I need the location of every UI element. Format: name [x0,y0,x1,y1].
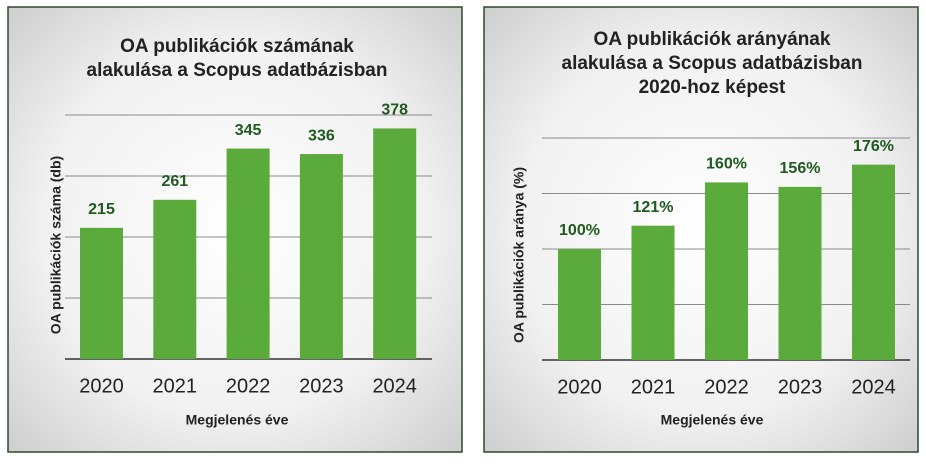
y-axis-label: OA publikációk aránya (%) [511,167,527,343]
x-tick-label: 2022 [704,376,749,398]
bar [705,182,748,360]
x-tick-label: 2021 [631,376,676,398]
bar [778,186,822,360]
chart-title: alakulása a Scopus adatbázisban [87,60,388,81]
bar [558,249,601,360]
chart-title: alakulása a Scopus adatbázisban [562,53,863,74]
chart-title: OA publikációk számának [120,36,354,57]
bar [631,225,675,360]
data-label: 215 [88,201,115,218]
bar [852,164,895,360]
x-axis-label: Megjelenés éve [186,412,289,428]
x-tick-label: 2023 [299,375,344,397]
x-axis-label: Megjelenés éve [661,412,764,428]
data-label: 156% [780,160,821,177]
x-tick-label: 2020 [557,376,602,398]
y-axis-label: OA publikációk száma (db) [48,156,64,334]
x-tick-label: 2024 [851,376,896,398]
bar [299,154,343,359]
data-label: 336 [308,127,335,144]
x-tick-label: 2020 [79,375,124,397]
data-label: 121% [633,199,674,216]
chart-title: OA publikációk arányának [594,29,831,50]
data-label: 160% [706,156,747,173]
data-label: 100% [559,222,600,239]
bar [153,199,197,359]
x-tick-label: 2023 [778,376,823,398]
data-label: 345 [235,122,262,139]
bar [80,227,123,359]
x-tick-label: 2024 [372,375,417,397]
chart-title: 2020-hoz képest [639,77,786,98]
bar [373,128,417,359]
data-label: 378 [381,102,408,119]
data-label: 261 [161,173,188,190]
panel [483,6,919,453]
x-tick-label: 2021 [153,375,198,397]
bar [226,148,270,359]
data-label: 176% [853,138,894,155]
x-tick-label: 2022 [226,375,271,397]
